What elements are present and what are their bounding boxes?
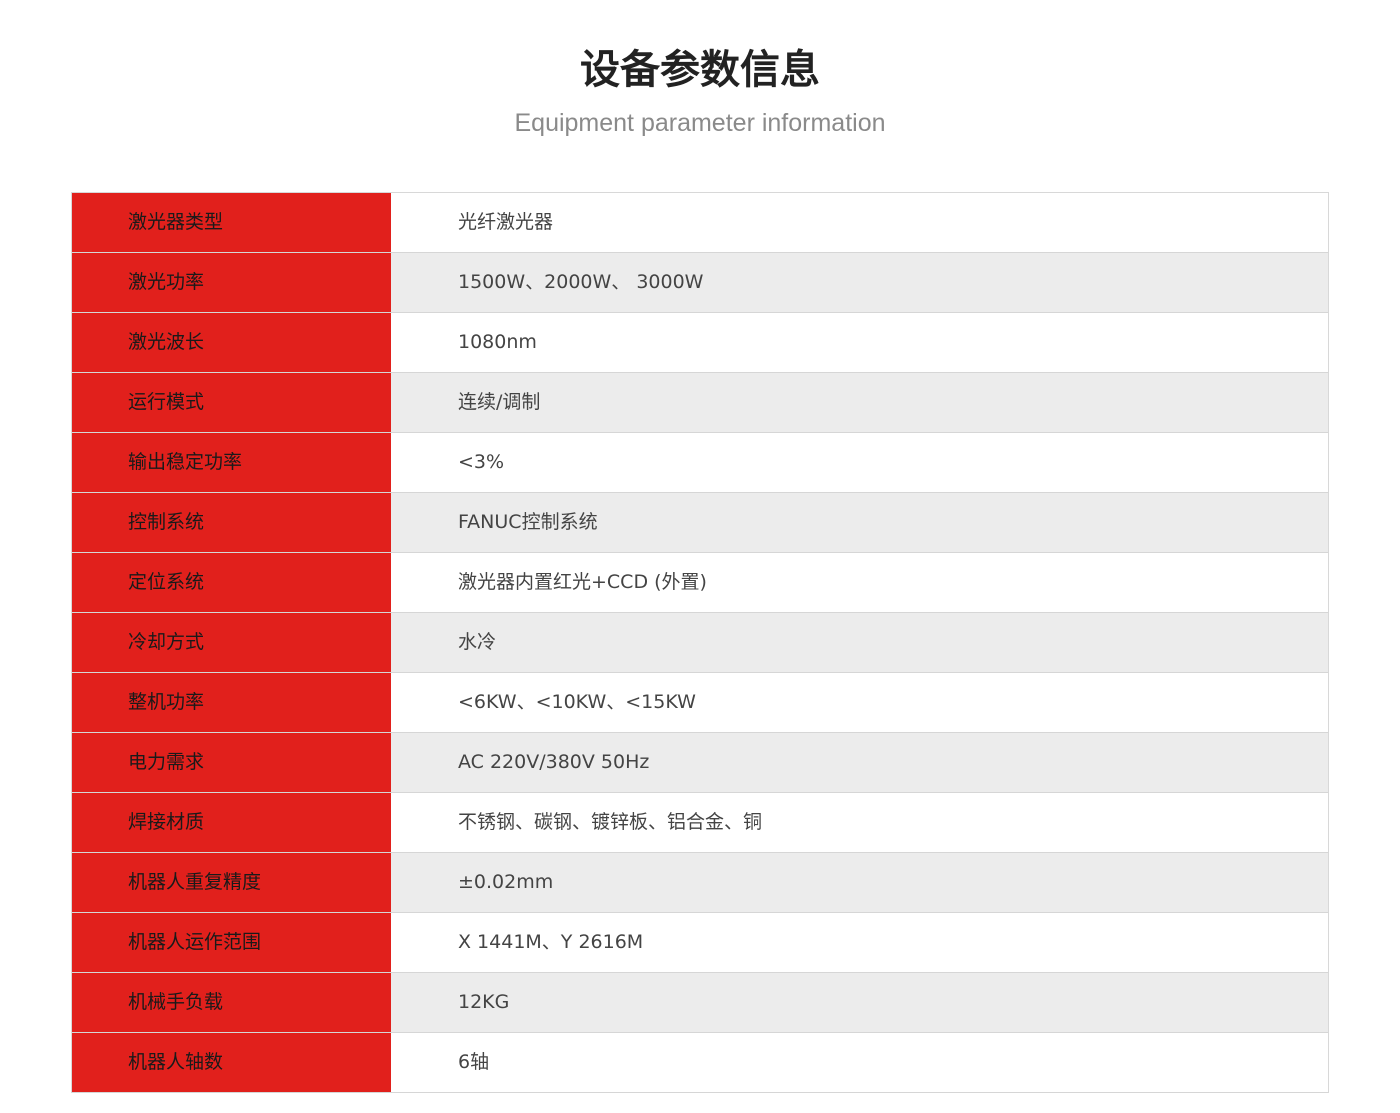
parameter-label: 输出稳定功率 — [72, 433, 391, 492]
table-row: 机器人轴数 6轴 — [72, 1033, 1328, 1093]
page-subtitle: Equipment parameter information — [514, 109, 886, 137]
parameter-label: 整机功率 — [72, 673, 391, 732]
parameter-label: 电力需求 — [72, 733, 391, 792]
parameter-value: X 1441M、Y 2616M — [391, 913, 1328, 972]
table-row: 机器人重复精度 ±0.02mm — [72, 853, 1328, 913]
table-row: 焊接材质 不锈钢、碳钢、镀锌板、铝合金、铜 — [72, 793, 1328, 853]
parameter-table: 激光器类型 光纤激光器 激光功率 1500W、2000W、 3000W 激光波长 1080… — [71, 192, 1329, 1093]
table-row: 激光波长 1080nm — [72, 313, 1328, 373]
table-row: 机械手负载 12KG — [72, 973, 1328, 1033]
table-row: 控制系统 FANUC控制系统 — [72, 493, 1328, 553]
parameter-label: 机器人运作范围 — [72, 913, 391, 972]
parameter-label: 定位系统 — [72, 553, 391, 612]
parameter-label: 控制系统 — [72, 493, 391, 552]
parameter-value: 连续/调制 — [391, 373, 1328, 432]
table-row: 输出稳定功率 <3% — [72, 433, 1328, 493]
parameter-label: 激光波长 — [72, 313, 391, 372]
table-row: 机器人运作范围 X 1441M、Y 2616M — [72, 913, 1328, 973]
parameter-value: 12KG — [391, 973, 1328, 1032]
parameter-label: 运行模式 — [72, 373, 391, 432]
parameter-value: 1080nm — [391, 313, 1328, 372]
parameter-value: 1500W、2000W、 3000W — [391, 253, 1328, 312]
parameter-value: 不锈钢、碳钢、镀锌板、铝合金、铜 — [391, 793, 1328, 852]
table-row: 定位系统 激光器内置红光+CCD (外置) — [72, 553, 1328, 613]
parameter-value: AC 220V/380V 50Hz — [391, 733, 1328, 792]
parameter-value: 激光器内置红光+CCD (外置) — [391, 553, 1328, 612]
parameter-label: 焊接材质 — [72, 793, 391, 852]
parameter-value: <3% — [391, 433, 1328, 492]
table-row: 冷却方式 水冷 — [72, 613, 1328, 673]
table-row: 激光功率 1500W、2000W、 3000W — [72, 253, 1328, 313]
parameter-value: ±0.02mm — [391, 853, 1328, 912]
parameter-value: 6轴 — [391, 1033, 1328, 1092]
table-row: 运行模式 连续/调制 — [72, 373, 1328, 433]
parameter-label: 机器人轴数 — [72, 1033, 391, 1092]
parameter-label: 激光功率 — [72, 253, 391, 312]
page-title: 设备参数信息 — [580, 47, 820, 93]
table-row: 激光器类型 光纤激光器 — [72, 193, 1328, 253]
parameter-label: 冷却方式 — [72, 613, 391, 672]
table-row: 电力需求 AC 220V/380V 50Hz — [72, 733, 1328, 793]
parameter-label: 机械手负载 — [72, 973, 391, 1032]
parameter-value: <6KW、<10KW、<15KW — [391, 673, 1328, 732]
parameter-value: FANUC控制系统 — [391, 493, 1328, 552]
parameter-value: 水冷 — [391, 613, 1328, 672]
parameter-label: 激光器类型 — [72, 193, 391, 252]
table-row: 整机功率 <6KW、<10KW、<15KW — [72, 673, 1328, 733]
parameter-label: 机器人重复精度 — [72, 853, 391, 912]
parameter-value: 光纤激光器 — [391, 193, 1328, 252]
